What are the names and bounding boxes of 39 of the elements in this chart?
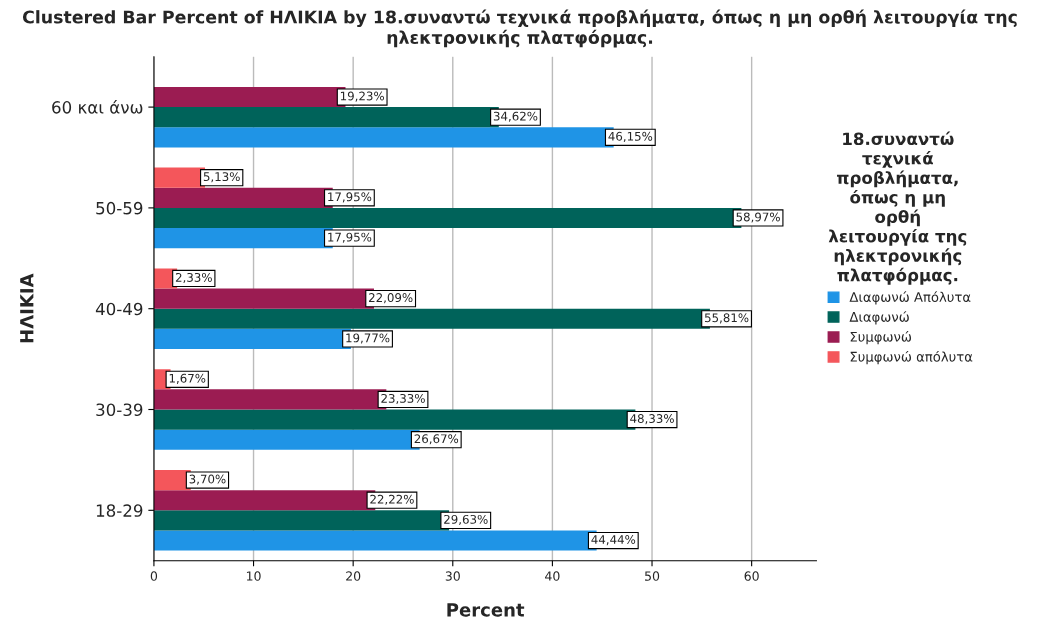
legend-label: Συμφωνώ απόλυτα <box>850 350 973 365</box>
data-label: 17,95% <box>328 192 372 203</box>
data-label: 44,44% <box>591 535 636 546</box>
data-label: 17,95% <box>328 232 372 243</box>
y-tick-label: 40-49 <box>95 302 143 316</box>
data-label: 58,97% <box>736 212 780 223</box>
x-tick-label: 50 <box>645 571 660 581</box>
legend-label: Διαφωνώ <box>849 311 909 325</box>
data-label: 1,67% <box>169 373 206 384</box>
x-tick-label: 10 <box>246 571 261 581</box>
data-label: 3,70% <box>189 474 226 485</box>
x-axis-title: Percent <box>447 603 525 617</box>
data-label: 19,23% <box>340 91 385 102</box>
y-tick-label: 60 και άνω <box>52 100 143 114</box>
x-tick-label: 20 <box>346 571 361 581</box>
x-tick-label: 60 <box>744 571 759 581</box>
x-tick-label: 0 <box>150 571 158 581</box>
data-label: 55,81% <box>704 313 749 324</box>
data-label: 26,67% <box>414 434 459 445</box>
data-label: 34,62% <box>493 111 538 122</box>
y-axis-title: ΗΛΙΚΙΑ <box>20 273 34 343</box>
data-label: 48,33% <box>630 414 674 425</box>
data-label: 46,15% <box>608 131 653 142</box>
legend-label: Διαφωνώ Απόλυτα <box>849 291 971 305</box>
x-tick-label: 40 <box>545 571 560 581</box>
x-tick-label: 30 <box>445 571 460 581</box>
legend-label: Συμφωνώ <box>850 331 912 345</box>
data-label: 2,33% <box>175 272 212 284</box>
y-tick-label: 30-39 <box>96 403 143 417</box>
data-label: 22,22% <box>370 494 414 505</box>
data-label: 5,13% <box>203 172 240 183</box>
data-label: 29,63% <box>444 514 488 526</box>
data-label: 19,77% <box>346 333 390 344</box>
chart-title: Clustered Bar Percent of ΗΛΙΚΙΑ by 18.συναντώ τεχνικά προβλήματα, όπως η μη ορθή λειτουργία της ηλεκτρονικής πλατφόρμας. <box>22 9 1017 48</box>
y-tick-label: 18-29 <box>96 504 143 517</box>
legend-title: 18.συναντώ τεχνικά προβλήματα, όπως η μη ορθή λειτουργία της ηλεκτρονικής πλατφόρμας. <box>828 131 967 285</box>
data-label: 23,33% <box>381 393 425 405</box>
y-tick-label: 50-59 <box>96 201 143 215</box>
data-label: 22,09% <box>369 293 413 304</box>
